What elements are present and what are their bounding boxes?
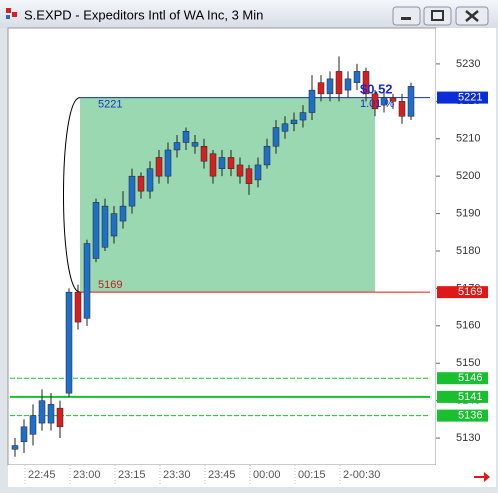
level-box xyxy=(437,286,488,299)
candle-body xyxy=(56,407,64,428)
level-box-label: 5146 xyxy=(458,372,482,384)
candle-body xyxy=(200,145,208,162)
candle-body xyxy=(281,123,289,132)
candle-body xyxy=(146,168,154,192)
scroll-arrow[interactable] xyxy=(474,472,490,482)
candle-body xyxy=(308,89,316,113)
level-box-label: 5141 xyxy=(458,391,482,403)
x-tick-label: 00:15 xyxy=(298,469,326,481)
x-tick-label: 00:00 xyxy=(253,469,281,481)
maximize-button[interactable] xyxy=(423,6,452,26)
zone-bracket xyxy=(63,97,81,293)
candle-body xyxy=(362,71,370,95)
candle-body xyxy=(128,175,136,207)
level-box xyxy=(437,91,488,104)
candle-body xyxy=(398,101,406,117)
candle-body xyxy=(272,127,280,147)
candle-body xyxy=(47,404,55,424)
app-icon xyxy=(6,8,17,19)
minimize-button[interactable] xyxy=(392,6,421,26)
close-button[interactable] xyxy=(455,6,489,26)
y-tick-label: 5210 xyxy=(456,133,480,145)
candle-body xyxy=(245,168,253,184)
candle-body xyxy=(29,415,37,435)
y-tick-label: 5190 xyxy=(456,207,480,219)
y-tick-label: 5180 xyxy=(456,245,480,257)
level-box xyxy=(437,409,488,422)
level-box-label: 5221 xyxy=(458,91,482,103)
candle-body xyxy=(263,145,271,166)
zone-top-label: 5221 xyxy=(98,98,122,110)
candle-body xyxy=(164,149,172,177)
candle-body xyxy=(74,291,82,323)
candle-body xyxy=(389,97,397,102)
candle-body xyxy=(335,71,343,95)
time-axis xyxy=(8,465,496,487)
candle-body xyxy=(317,82,325,95)
candle-body xyxy=(299,112,307,121)
level-box xyxy=(437,390,488,403)
x-tick-label: 23:00 xyxy=(73,469,101,481)
y-tick-label: 5160 xyxy=(456,320,480,332)
change-label: $0.52 xyxy=(360,81,393,96)
zone-bottom-label: 5169 xyxy=(98,279,122,291)
candle-body xyxy=(236,164,244,177)
candle-body xyxy=(254,164,262,181)
candle-body xyxy=(290,119,298,125)
x-tick-label: 23:45 xyxy=(208,469,236,481)
candle-body xyxy=(137,175,145,192)
y-tick-label: 5230 xyxy=(456,58,480,70)
candle-body xyxy=(65,291,73,394)
candle-body xyxy=(101,205,109,248)
percent-label: 1.01 % xyxy=(360,98,394,110)
x-tick-label: 23:15 xyxy=(118,469,146,481)
x-tick-label: 2-00:30 xyxy=(343,469,380,481)
y-tick-label: 5200 xyxy=(456,170,480,182)
candle-body xyxy=(209,153,217,177)
x-tick-label: 22:45 xyxy=(28,469,56,481)
candle-body xyxy=(353,71,361,83)
candle-body xyxy=(380,97,388,106)
level-box-label: 5136 xyxy=(458,410,482,422)
y-tick-label: 5150 xyxy=(456,357,480,369)
candle-body xyxy=(119,205,127,222)
candle-body xyxy=(173,142,181,151)
candle-body xyxy=(83,243,91,319)
x-tick-label: 23:30 xyxy=(163,469,191,481)
candle-body xyxy=(191,142,199,147)
candle-body xyxy=(218,157,226,169)
candle-body xyxy=(371,93,379,110)
candle-body xyxy=(92,202,100,259)
level-box-label: 5169 xyxy=(458,286,482,298)
level-box xyxy=(437,372,488,385)
candle-body xyxy=(11,445,19,450)
candle-body xyxy=(227,157,235,169)
candle-body xyxy=(344,78,352,91)
candle-body xyxy=(38,400,46,424)
window-title: S.EXPD - Expeditors Intl of WA Inc, 3 Mi… xyxy=(24,7,263,22)
candle-body xyxy=(20,426,28,443)
y-tick-label: 5130 xyxy=(456,432,480,444)
candle-body xyxy=(326,78,334,95)
zone xyxy=(80,97,375,293)
candle-body xyxy=(407,86,415,117)
candle-body xyxy=(182,131,190,143)
candle-body xyxy=(155,157,163,177)
candle-body xyxy=(110,213,118,237)
